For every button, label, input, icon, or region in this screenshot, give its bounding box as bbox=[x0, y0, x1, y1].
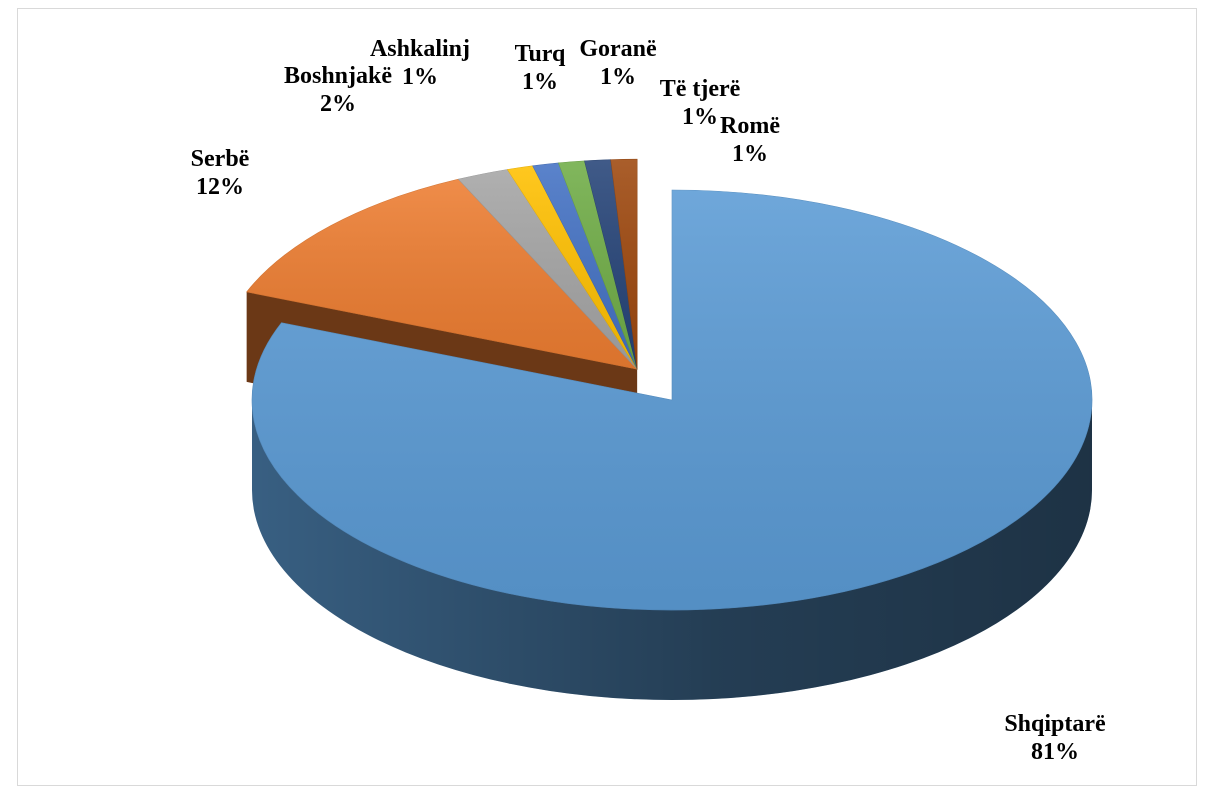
slice-rome-gloss bbox=[610, 159, 638, 370]
slice-shqiptare-side-shade bbox=[252, 400, 1092, 700]
label-boshnjake: Boshnjakë 2% bbox=[283, 63, 393, 117]
label-rome: Romë 1% bbox=[720, 113, 780, 167]
slice-gorane-gloss bbox=[558, 160, 638, 370]
label-shqiptare: Shqiptarë 81% bbox=[1004, 711, 1106, 765]
slice-te-tjere-gloss bbox=[584, 159, 638, 370]
label-serbe: Serbë 12% bbox=[190, 146, 250, 200]
label-ashkalinj: Ashkalinj 1% bbox=[369, 36, 471, 90]
label-te-tjere: Të tjerë 1% bbox=[659, 76, 741, 130]
label-turq: Turq 1% bbox=[514, 41, 566, 95]
label-gorane: Goranë 1% bbox=[579, 36, 657, 90]
slice-turq-gloss bbox=[532, 162, 638, 370]
slice-boshnjake-gloss bbox=[458, 169, 638, 370]
slice-shqiptare-gloss bbox=[252, 190, 1093, 610]
slice-ashkalinj-gloss bbox=[507, 165, 638, 370]
slice-serbe-gloss bbox=[246, 179, 638, 370]
